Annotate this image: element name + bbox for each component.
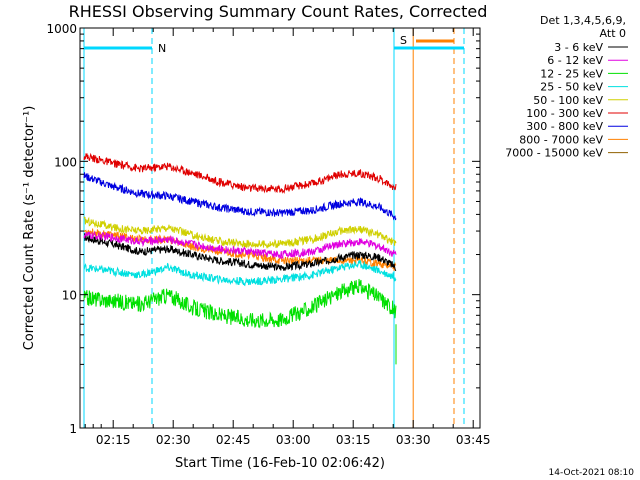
flag-label: N bbox=[158, 42, 166, 55]
y-tick-label: 100 bbox=[54, 155, 77, 169]
legend-entry-label: 300 - 800 keV bbox=[526, 120, 603, 133]
legend-entry-label: 7000 - 15000 keV bbox=[505, 147, 603, 160]
y-axis: 1 10 100 1000 bbox=[46, 22, 480, 436]
y-tick-label: 10 bbox=[62, 289, 77, 303]
series-line-0 bbox=[83, 233, 397, 272]
x-tick-label: 03:15 bbox=[336, 433, 371, 447]
x-tick-label: 02:45 bbox=[216, 433, 251, 447]
legend-header-1: Det 1,3,4,5,6,9, bbox=[540, 14, 626, 27]
timestamp: 14-Oct-2021 08:10 bbox=[549, 468, 635, 478]
y-tick-label: 1 bbox=[69, 422, 77, 436]
legend-entry-label: 12 - 25 keV bbox=[540, 67, 603, 80]
x-tick-label: 02:15 bbox=[96, 433, 131, 447]
chart-title: RHESSI Observing Summary Count Rates, Co… bbox=[69, 2, 488, 21]
legend-header-2: Att 0 bbox=[600, 27, 626, 40]
flag-label: S bbox=[400, 34, 407, 47]
plot-frame bbox=[79, 27, 481, 429]
legend-entry-label: 50 - 100 keV bbox=[533, 94, 603, 107]
legend-entry-label: 800 - 7000 keV bbox=[519, 133, 603, 146]
x-axis-label: Start Time (16-Feb-10 02:06:42) bbox=[175, 456, 385, 471]
series-line-3 bbox=[83, 259, 397, 287]
x-tick-label: 03:00 bbox=[276, 433, 311, 447]
y-tick-label: 1000 bbox=[46, 22, 77, 36]
series-line-6 bbox=[83, 172, 397, 221]
series-line-2 bbox=[83, 278, 397, 329]
legend-entry-label: 6 - 12 keV bbox=[547, 54, 603, 67]
legend-entry-label: 3 - 6 keV bbox=[554, 41, 603, 54]
x-tick-label: 02:30 bbox=[156, 433, 191, 447]
series-layer bbox=[83, 152, 397, 365]
x-axis: 02:15 02:30 02:45 03:00 03:15 03:30 03:45 bbox=[84, 28, 491, 447]
series-line-4 bbox=[83, 216, 397, 250]
x-tick-label: 03:45 bbox=[456, 433, 491, 447]
series-line-1 bbox=[83, 230, 397, 260]
series-line-5 bbox=[83, 152, 397, 194]
x-tick-label: 03:30 bbox=[396, 433, 431, 447]
legend-entry-label: 100 - 300 keV bbox=[526, 107, 603, 120]
legend-entry-label: 25 - 50 keV bbox=[540, 81, 603, 94]
y-axis-label: Corrected Count Rate (s⁻¹ detector⁻¹) bbox=[22, 106, 37, 351]
flags-layer: NS bbox=[83, 28, 465, 428]
